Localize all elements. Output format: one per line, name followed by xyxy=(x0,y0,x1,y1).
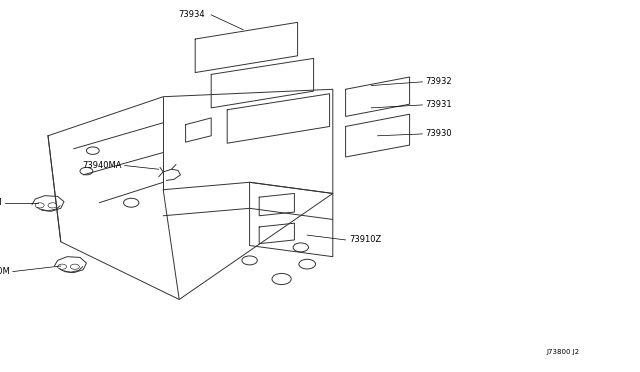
Text: J73800 J2: J73800 J2 xyxy=(547,349,580,355)
Text: 73910Z: 73910Z xyxy=(349,235,381,244)
Text: 73930: 73930 xyxy=(426,129,452,138)
Text: 73931: 73931 xyxy=(426,100,452,109)
Text: 73932: 73932 xyxy=(426,77,452,86)
Text: 73934: 73934 xyxy=(178,10,205,19)
Text: 73940M: 73940M xyxy=(0,267,10,276)
Text: 73940MA: 73940MA xyxy=(82,161,122,170)
Text: 73940M: 73940M xyxy=(0,198,2,207)
